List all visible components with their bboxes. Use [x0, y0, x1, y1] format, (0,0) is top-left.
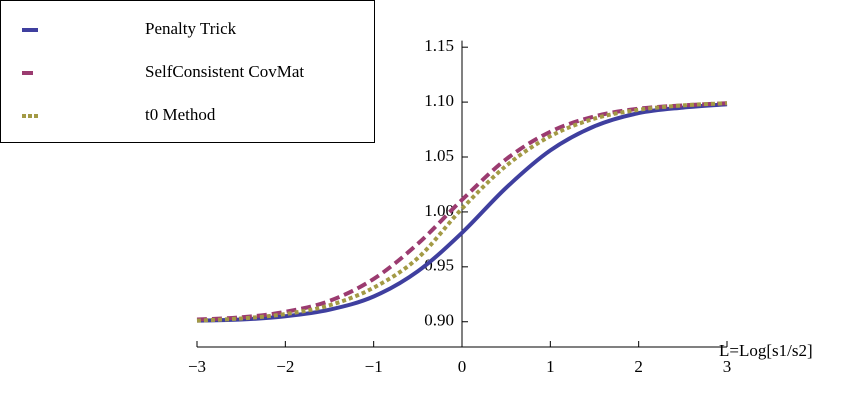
- series-line: [196, 102, 728, 323]
- x-tick-label: −3: [188, 357, 206, 376]
- x-tick-label: 1: [546, 357, 555, 376]
- y-tick-label: 1.10: [424, 91, 454, 110]
- y-tick-label: 1.15: [424, 36, 454, 55]
- x-tick-label: 2: [634, 357, 643, 376]
- y-tick-label: 1.05: [424, 146, 454, 165]
- x-tick-label: 3: [723, 357, 732, 376]
- y-tick-label: 1.00: [424, 201, 454, 220]
- legend-box: [0, 0, 375, 143]
- legend-label: Penalty Trick: [145, 19, 237, 38]
- x-tick-label: −1: [365, 357, 383, 376]
- legend-label: t0 Method: [145, 105, 216, 124]
- series-line: [196, 101, 728, 322]
- legend-label: SelfConsistent CovMat: [145, 62, 304, 81]
- y-tick-label: 0.90: [424, 311, 454, 330]
- x-tick-label: 0: [458, 357, 467, 376]
- x-tick-label: −2: [276, 357, 294, 376]
- x-axis-label: L=Log[s1/s2]: [719, 341, 813, 360]
